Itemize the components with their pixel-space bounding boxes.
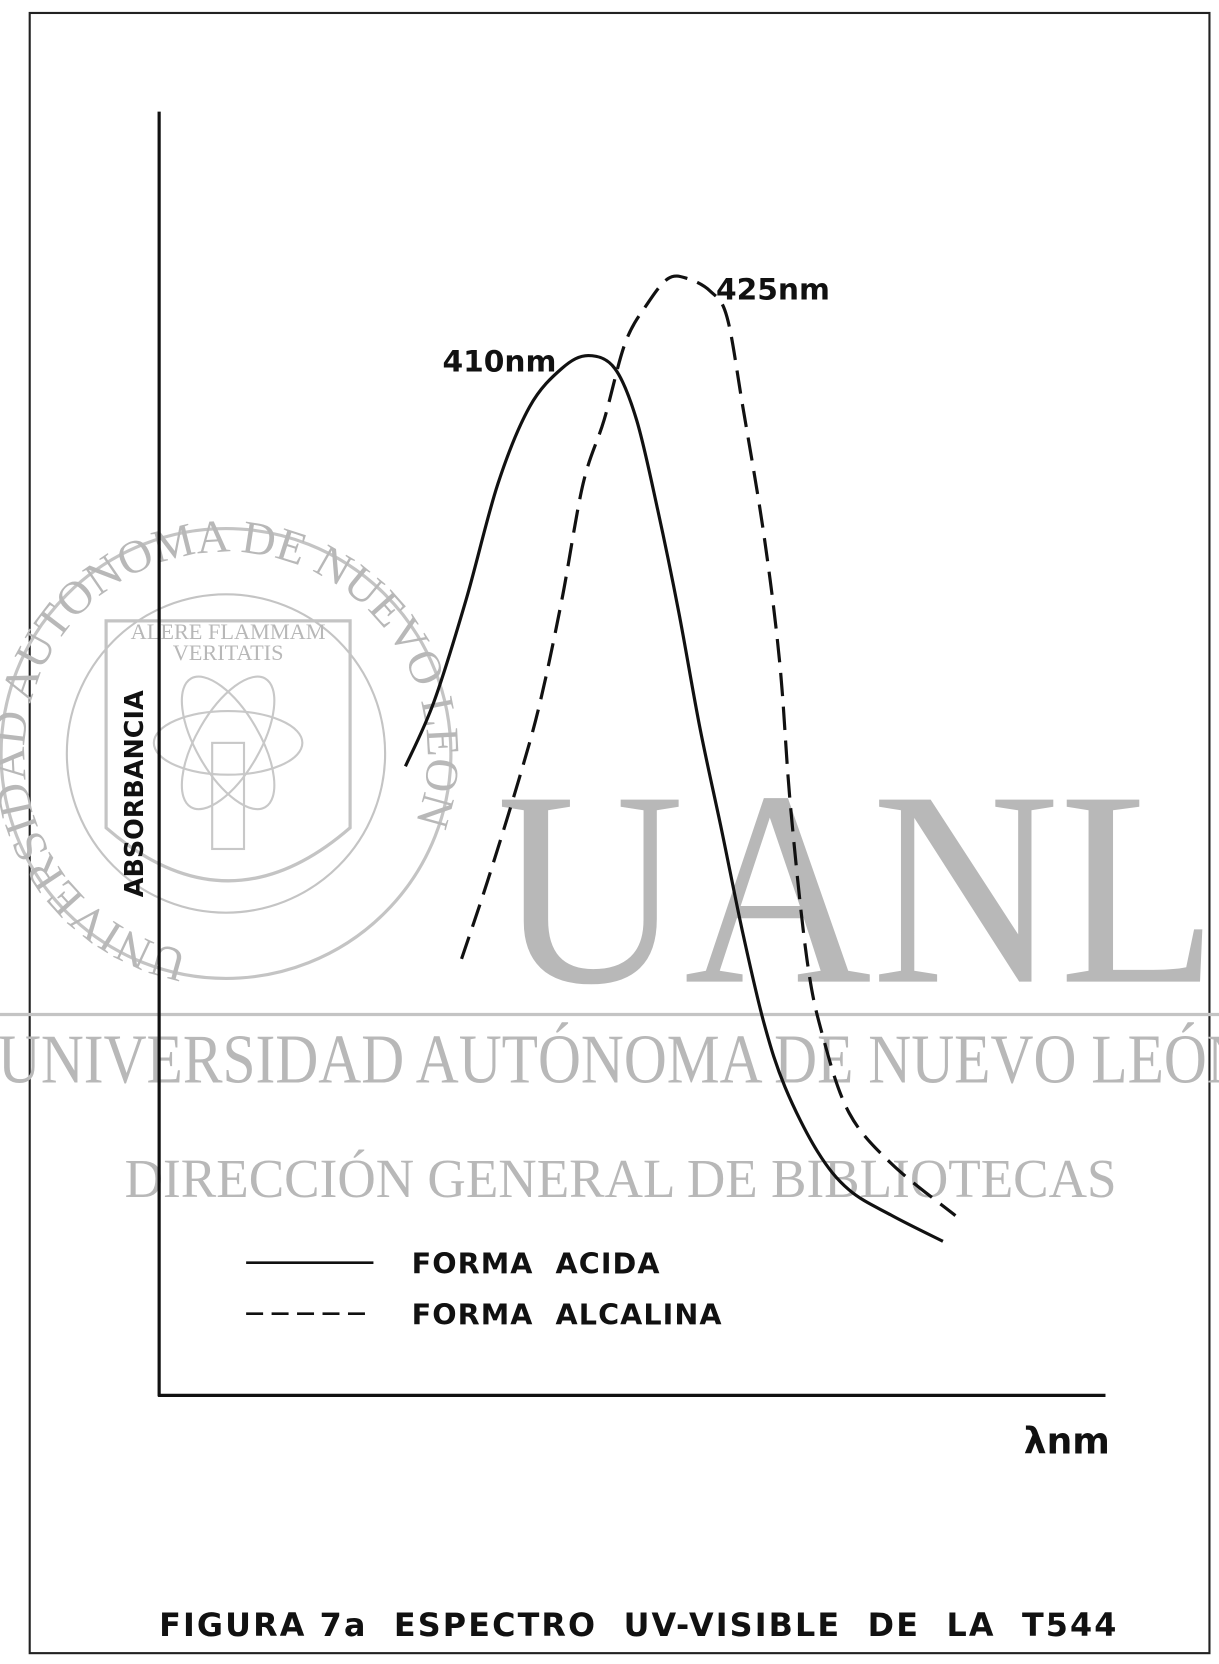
shield	[104, 619, 352, 883]
seal-ring-path: UNIVERSIDAD AUTONOMA DE NUEVO LEON	[0, 510, 469, 991]
watermark: UNIVERSIDAD AUTONOMA DE NUEVO LEON ALERE…	[0, 510, 1219, 1209]
legend-label: FORMA ACIDA	[412, 1246, 661, 1280]
motto: VERITATIS	[173, 640, 284, 665]
line-series	[403, 353, 944, 1243]
seal-ring-text: UNIVERSIDAD AUTONOMA DE NUEVO LEON	[0, 510, 469, 991]
seal-outer	[0, 527, 453, 980]
peak-annotation: 425nm	[716, 273, 830, 308]
x-axis-label: λnm	[1024, 1421, 1110, 1463]
seal-inner	[65, 593, 387, 914]
watermark-line: UNIVERSIDAD AUTÓNOMA DE NUEVO LEÓN	[0, 1021, 1219, 1098]
chart-title: FIGURA 7a ESPECTRO UV-VISIBLE DE LA T544	[159, 1606, 1118, 1644]
page-border	[28, 11, 1211, 1655]
legend-label: FORMA ALCALINA	[412, 1297, 723, 1331]
line-series	[460, 274, 957, 1217]
motto: ALERE FLAMMAM	[131, 619, 326, 644]
logo-text: UANL	[497, 735, 1218, 1043]
atom-orbit	[180, 675, 276, 811]
y-axis-label: ABSORBANCIA	[120, 690, 150, 897]
atom-orbit	[180, 675, 276, 811]
peak-annotation: 410nm	[442, 344, 556, 379]
atom-orbit	[152, 709, 304, 776]
torch	[211, 741, 246, 851]
watermark-line: DIRECCIÓN GENERAL DE BIBLIOTECAS	[125, 1148, 1117, 1209]
